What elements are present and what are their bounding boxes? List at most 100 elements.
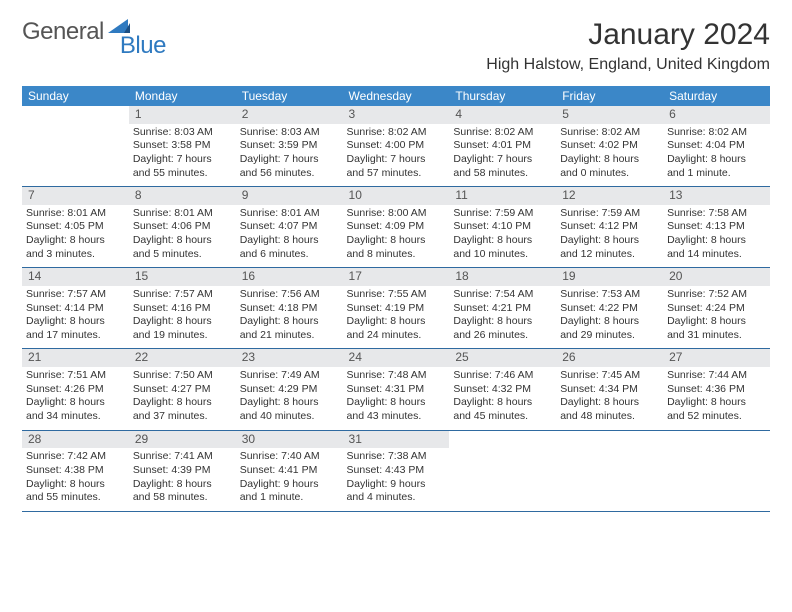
sunset-text: Sunset: 4:02 PM [560,139,659,153]
daylight-text: Daylight: 8 hours and 52 minutes. [667,396,766,423]
sunrise-text: Sunrise: 7:53 AM [560,288,659,302]
day-cell: Sunrise: 8:03 AMSunset: 3:58 PMDaylight:… [129,124,236,187]
sunset-text: Sunset: 4:06 PM [133,220,232,234]
sunrise-text: Sunrise: 7:48 AM [347,369,446,383]
day-header: Friday [556,86,663,106]
day-number: 7 [22,187,129,205]
sunset-text: Sunset: 4:36 PM [667,383,766,397]
sunset-text: Sunset: 4:43 PM [347,464,446,478]
day-number: 5 [556,106,663,124]
day-number-row: 28293031 [22,431,770,449]
day-number: 25 [449,349,556,367]
daylight-text: Daylight: 8 hours and 6 minutes. [240,234,339,261]
sunrise-text: Sunrise: 7:57 AM [133,288,232,302]
day-header: Saturday [663,86,770,106]
sunset-text: Sunset: 4:18 PM [240,302,339,316]
day-header: Tuesday [236,86,343,106]
day-number: 30 [236,431,343,449]
day-number: 26 [556,349,663,367]
day-header: Thursday [449,86,556,106]
daylight-text: Daylight: 9 hours and 1 minute. [240,478,339,505]
sunset-text: Sunset: 4:26 PM [26,383,125,397]
sunrise-text: Sunrise: 8:02 AM [560,126,659,140]
day-cell: Sunrise: 7:57 AMSunset: 4:16 PMDaylight:… [129,286,236,349]
day-cell: Sunrise: 8:01 AMSunset: 4:07 PMDaylight:… [236,205,343,268]
day-cell [663,448,770,511]
day-cell: Sunrise: 7:57 AMSunset: 4:14 PMDaylight:… [22,286,129,349]
day-number-row: 123456 [22,106,770,124]
day-content-row: Sunrise: 7:51 AMSunset: 4:26 PMDaylight:… [22,367,770,430]
sunset-text: Sunset: 4:22 PM [560,302,659,316]
day-cell: Sunrise: 7:52 AMSunset: 4:24 PMDaylight:… [663,286,770,349]
day-cell: Sunrise: 7:58 AMSunset: 4:13 PMDaylight:… [663,205,770,268]
sunset-text: Sunset: 4:07 PM [240,220,339,234]
sunset-text: Sunset: 3:58 PM [133,139,232,153]
day-number-row: 78910111213 [22,187,770,205]
sunrise-text: Sunrise: 7:56 AM [240,288,339,302]
day-cell: Sunrise: 7:42 AMSunset: 4:38 PMDaylight:… [22,448,129,511]
daylight-text: Daylight: 8 hours and 19 minutes. [133,315,232,342]
day-number [663,431,770,449]
sunrise-text: Sunrise: 7:42 AM [26,450,125,464]
sunset-text: Sunset: 4:05 PM [26,220,125,234]
sunrise-text: Sunrise: 7:50 AM [133,369,232,383]
calendar-table: Sunday Monday Tuesday Wednesday Thursday… [22,86,770,512]
sunrise-text: Sunrise: 8:01 AM [240,207,339,221]
location-subtitle: High Halstow, England, United Kingdom [486,56,770,74]
day-cell: Sunrise: 7:59 AMSunset: 4:10 PMDaylight:… [449,205,556,268]
sunset-text: Sunset: 4:13 PM [667,220,766,234]
sunset-text: Sunset: 4:04 PM [667,139,766,153]
sunrise-text: Sunrise: 7:38 AM [347,450,446,464]
day-cell: Sunrise: 7:54 AMSunset: 4:21 PMDaylight:… [449,286,556,349]
sunset-text: Sunset: 4:27 PM [133,383,232,397]
sunrise-text: Sunrise: 7:55 AM [347,288,446,302]
sunrise-text: Sunrise: 7:46 AM [453,369,552,383]
day-number: 20 [663,268,770,286]
daylight-text: Daylight: 8 hours and 26 minutes. [453,315,552,342]
sunrise-text: Sunrise: 8:03 AM [133,126,232,140]
day-cell: Sunrise: 8:01 AMSunset: 4:06 PMDaylight:… [129,205,236,268]
day-cell: Sunrise: 7:51 AMSunset: 4:26 PMDaylight:… [22,367,129,430]
day-header: Sunday [22,86,129,106]
sunset-text: Sunset: 4:29 PM [240,383,339,397]
sunrise-text: Sunrise: 8:01 AM [26,207,125,221]
day-cell: Sunrise: 8:03 AMSunset: 3:59 PMDaylight:… [236,124,343,187]
sunset-text: Sunset: 4:14 PM [26,302,125,316]
day-number: 14 [22,268,129,286]
daylight-text: Daylight: 8 hours and 55 minutes. [26,478,125,505]
sunrise-text: Sunrise: 8:03 AM [240,126,339,140]
day-number: 6 [663,106,770,124]
day-cell [22,124,129,187]
day-number: 1 [129,106,236,124]
day-cell: Sunrise: 8:02 AMSunset: 4:02 PMDaylight:… [556,124,663,187]
sunrise-text: Sunrise: 7:49 AM [240,369,339,383]
day-cell: Sunrise: 7:45 AMSunset: 4:34 PMDaylight:… [556,367,663,430]
day-number: 31 [343,431,450,449]
day-number: 23 [236,349,343,367]
brand-part2: Blue [120,32,166,60]
daylight-text: Daylight: 8 hours and 1 minute. [667,153,766,180]
day-number: 8 [129,187,236,205]
day-number: 19 [556,268,663,286]
sunrise-text: Sunrise: 8:01 AM [133,207,232,221]
day-cell: Sunrise: 7:38 AMSunset: 4:43 PMDaylight:… [343,448,450,511]
sunset-text: Sunset: 3:59 PM [240,139,339,153]
day-cell [449,448,556,511]
sunset-text: Sunset: 4:38 PM [26,464,125,478]
day-cell: Sunrise: 7:41 AMSunset: 4:39 PMDaylight:… [129,448,236,511]
day-number-row: 21222324252627 [22,349,770,367]
sunset-text: Sunset: 4:19 PM [347,302,446,316]
daylight-text: Daylight: 8 hours and 58 minutes. [133,478,232,505]
daylight-text: Daylight: 8 hours and 48 minutes. [560,396,659,423]
sunset-text: Sunset: 4:34 PM [560,383,659,397]
title-block: January 2024 High Halstow, England, Unit… [486,18,770,74]
day-content-row: Sunrise: 8:03 AMSunset: 3:58 PMDaylight:… [22,124,770,187]
daylight-text: Daylight: 8 hours and 45 minutes. [453,396,552,423]
day-cell: Sunrise: 7:49 AMSunset: 4:29 PMDaylight:… [236,367,343,430]
sunrise-text: Sunrise: 7:59 AM [453,207,552,221]
day-number-row: 14151617181920 [22,268,770,286]
day-cell: Sunrise: 7:55 AMSunset: 4:19 PMDaylight:… [343,286,450,349]
daylight-text: Daylight: 7 hours and 58 minutes. [453,153,552,180]
day-number: 21 [22,349,129,367]
daylight-text: Daylight: 8 hours and 8 minutes. [347,234,446,261]
